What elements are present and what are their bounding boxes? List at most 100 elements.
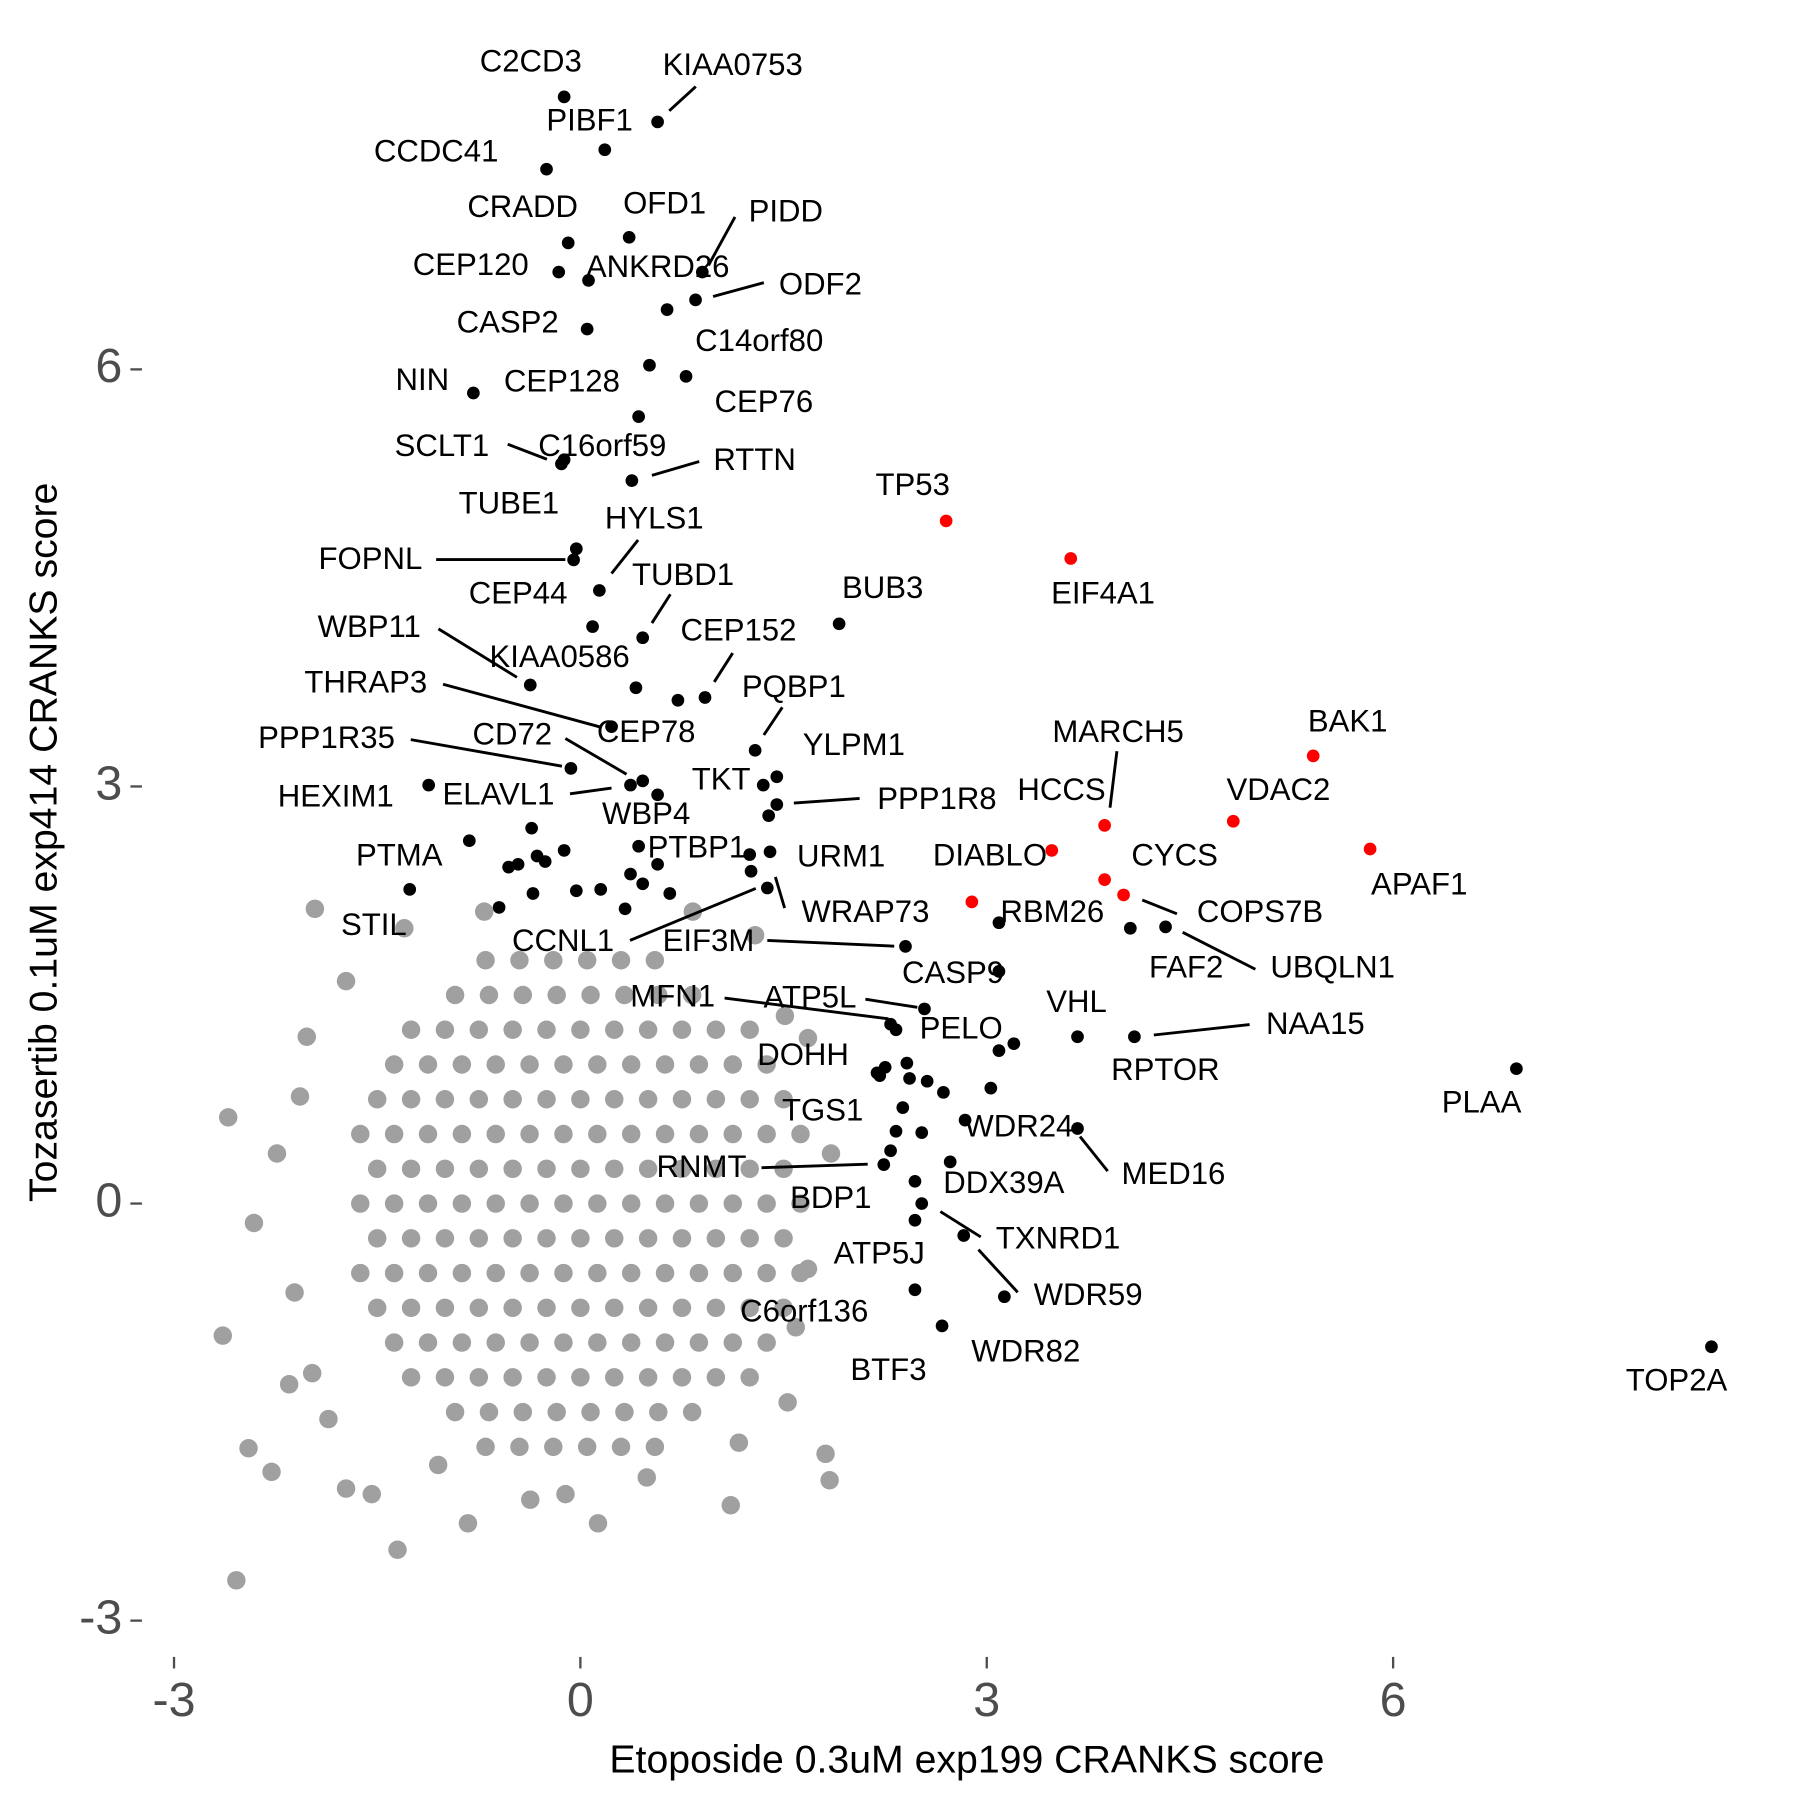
point (567, 553, 580, 567)
point (729, 1433, 749, 1452)
point (520, 1263, 539, 1283)
connector (564, 737, 628, 776)
point (362, 1484, 382, 1504)
point-label: STIL (341, 907, 407, 942)
point-label: WDR59 (1034, 1277, 1143, 1312)
point (649, 985, 668, 1005)
point (992, 916, 1006, 930)
point (1510, 1062, 1523, 1076)
connector (774, 876, 786, 909)
point (672, 1368, 692, 1387)
point (615, 985, 634, 1005)
point (503, 1020, 522, 1039)
point (723, 1055, 743, 1074)
connector (610, 539, 640, 575)
point (510, 951, 529, 970)
connector (865, 997, 918, 1009)
point-label: C2CD3 (480, 44, 582, 79)
point (213, 1326, 233, 1345)
point (557, 844, 571, 857)
point (418, 1263, 438, 1283)
point-label: OFD1 (623, 186, 706, 221)
point (679, 369, 693, 383)
point (621, 1263, 641, 1283)
point (513, 1402, 533, 1422)
point (756, 778, 770, 792)
point (571, 1229, 590, 1248)
point-label: MFN1 (630, 978, 715, 1013)
point (544, 1437, 563, 1457)
point (689, 293, 702, 307)
point (1098, 873, 1111, 886)
point (740, 1229, 759, 1248)
point-label: YLPM1 (803, 727, 905, 762)
point-label: PLAA (1442, 1084, 1522, 1119)
point (418, 1194, 438, 1213)
point (618, 902, 632, 916)
point (706, 1159, 726, 1179)
point-label: DOHH (757, 1037, 849, 1072)
point-label: ATP5L (764, 979, 857, 1014)
point (760, 881, 774, 895)
point-label: ELAVL1 (442, 776, 554, 811)
connector (707, 216, 737, 267)
point-label: DDX39A (943, 1165, 1064, 1200)
point (403, 883, 417, 896)
point (939, 514, 953, 528)
point (503, 1090, 522, 1109)
point-label: C6orf136 (740, 1293, 868, 1328)
x-tick-label: -3 (152, 1673, 195, 1727)
point-label: WBP4 (602, 796, 690, 831)
point (740, 1159, 759, 1179)
point (605, 720, 618, 734)
point-label: ATP5J (834, 1236, 925, 1271)
point (467, 386, 480, 400)
point (1159, 920, 1172, 934)
point (698, 691, 712, 704)
point (384, 1055, 404, 1074)
point (479, 1402, 499, 1422)
point (655, 1333, 675, 1352)
point (672, 1298, 692, 1318)
point-label: CYCS (1131, 838, 1218, 873)
point (706, 1368, 726, 1387)
point-label: CCDC41 (374, 134, 499, 169)
point (745, 925, 765, 945)
point-label: EIF4A1 (1051, 576, 1155, 611)
point (486, 1055, 505, 1074)
point (908, 1283, 922, 1297)
point (632, 410, 645, 423)
point (554, 1263, 573, 1283)
point (762, 809, 776, 823)
point (915, 1197, 929, 1210)
point (305, 899, 325, 919)
point-label: APAF1 (1371, 866, 1467, 901)
connector (939, 1210, 982, 1239)
point (452, 1055, 472, 1074)
point (723, 1263, 743, 1283)
point (561, 236, 575, 250)
connector (767, 938, 895, 948)
point (395, 919, 414, 938)
point (908, 1174, 922, 1188)
point (227, 1571, 246, 1590)
point (351, 1194, 370, 1213)
point (935, 1319, 949, 1333)
point-label: CRADD (467, 189, 578, 224)
connector (651, 460, 700, 477)
point (937, 1085, 950, 1099)
point (452, 1194, 472, 1213)
connector (761, 1162, 868, 1170)
point-label: CD72 (472, 716, 552, 751)
x-tick-label: 0 (567, 1673, 594, 1727)
point-label: PTBP1 (648, 829, 747, 864)
point (571, 1090, 590, 1109)
x-tick-label: 6 (1380, 1673, 1407, 1727)
point-label: PELO (920, 1011, 1003, 1046)
point (645, 1437, 665, 1457)
point (401, 1090, 421, 1109)
point-label: VHL (1046, 984, 1107, 1019)
connector (569, 786, 612, 796)
point-label: KIAA0753 (663, 47, 803, 82)
